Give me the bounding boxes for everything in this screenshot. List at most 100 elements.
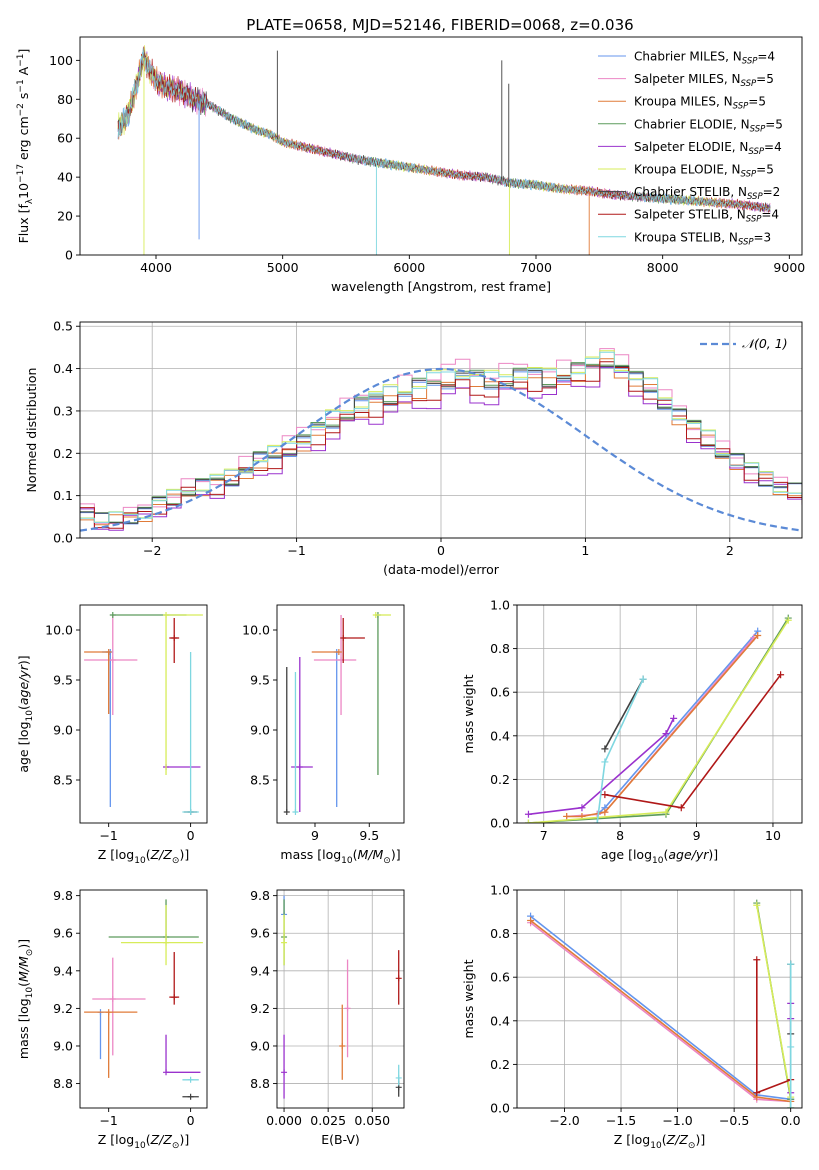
label-part: )]: [16, 655, 31, 665]
legend-count: =5: [756, 163, 774, 177]
data-point: [163, 1069, 170, 1076]
x-tick-label: −2: [143, 543, 161, 558]
label-part: )]: [391, 847, 401, 862]
plot-area: [524, 614, 792, 823]
label-part: Z [log: [614, 1132, 650, 1147]
series-line: [604, 674, 782, 809]
axes-frame: [516, 889, 803, 1109]
data-point: [784, 616, 792, 624]
y-tick-label: 10.0: [45, 623, 73, 638]
data-point: [662, 808, 670, 816]
label-part: 10: [25, 710, 35, 722]
label-part: Z [log: [98, 1132, 134, 1147]
plot-area: [80, 348, 802, 532]
y-tick-label: 9.4: [250, 963, 270, 978]
x-tick-label: 8: [616, 828, 624, 843]
legend-label: Kroupa STELIB, NSSP=3: [634, 230, 771, 247]
plot-area: [117, 45, 771, 255]
panel-mass-vs-EBV: 0.000 0.025 0.050 8.8 9.0 9.2 9.4 9.6 9.8 E(B-V): [250, 888, 405, 1147]
label-part: (: [146, 1132, 151, 1147]
label-part: s: [16, 93, 31, 104]
y-tick-label: 10.0: [242, 623, 270, 638]
data-point: [753, 956, 761, 964]
plot-area: [84, 899, 203, 1100]
y-tick-label: 1.0: [490, 883, 510, 898]
legend-label: Salpeter MILES, NSSP=5: [634, 72, 774, 89]
panel-age-vs-mass: 9 9.5 8.5 9.0 9.5 10.0 mass [log10(M/M⊙)]: [242, 604, 405, 866]
label-part: (: [662, 1132, 667, 1147]
panel-spectrum: 4000 5000 6000 7000 8000 9000 0 20 40 60 80 100 wave…: [16, 36, 805, 294]
data-point: [563, 812, 571, 820]
label-part: M/M: [16, 956, 31, 982]
label-part: mass [log: [16, 998, 31, 1059]
label-part: age [log: [601, 847, 652, 862]
axes-frame: [276, 889, 405, 1109]
legend-count: =4: [764, 140, 782, 154]
data-point: [787, 960, 795, 968]
label-part: mass [log: [280, 847, 341, 862]
series-line: [566, 634, 759, 818]
x-tick-label: 7000: [520, 260, 552, 275]
legend-subscript: SSP: [746, 215, 762, 225]
y-tick-label: 100: [49, 53, 73, 68]
data-point: [524, 810, 532, 818]
y-tick-label: 9.0: [53, 723, 73, 738]
y-tick-label: 0.3: [53, 403, 73, 418]
legend-series-name: Salpeter ELODIE, N: [634, 140, 748, 154]
data-point: [335, 649, 342, 655]
legend-series-name: Kroupa ELODIE, N: [634, 163, 741, 177]
label-part: age/yr: [668, 847, 709, 862]
legend-series-name: Salpeter MILES, N: [634, 72, 741, 86]
x-tick-label: 0: [437, 543, 445, 558]
y-tick-label: 0.1: [53, 488, 73, 503]
y-tick-label: 8.8: [53, 1076, 73, 1091]
data-point: [109, 612, 116, 618]
label-part: erg cm: [16, 116, 31, 164]
y-axis-label: mass [log10(M/M⊙)]: [16, 939, 35, 1059]
data-point: [753, 1089, 761, 1097]
data-point: [593, 819, 601, 823]
data-point: [601, 758, 609, 766]
legend-subscript: SSP: [747, 192, 763, 202]
x-axis-label: wavelength [Angstrom, rest frame]: [331, 279, 551, 294]
data-point: [670, 714, 678, 722]
data-point: [753, 901, 761, 909]
y-tick-label: 9.8: [53, 888, 73, 903]
axes-frame: [79, 889, 208, 1109]
x-tick-label: 9000: [773, 260, 805, 275]
histogram-series: [80, 361, 802, 529]
label-part: ⊙: [172, 856, 180, 866]
label-part: Z [log: [98, 847, 134, 862]
series-line: [596, 630, 759, 815]
data-point: [340, 635, 347, 641]
y-axis-label: mass weight: [461, 674, 476, 753]
label-part: ⊙: [25, 949, 35, 957]
data-point: [601, 808, 609, 816]
legend-subscript: SSP: [741, 170, 757, 180]
legend-label: Chabrier STELIB, NSSP=2: [634, 185, 780, 202]
panel-residuals: −2 −1 0 1 2 0.0 0.1 0.2 0.3 0.4 0.5 (data-model)/er…: [24, 319, 803, 577]
legend-label: Salpeter STELIB, NSSP=4: [634, 208, 779, 225]
legend-count: =5: [748, 95, 766, 109]
data-point: [109, 996, 116, 1002]
y-tick-label: 9.8: [250, 888, 270, 903]
y-tick-label: 8.5: [53, 773, 73, 788]
x-tick-label: 0.000: [266, 1113, 302, 1128]
data-point: [283, 809, 290, 815]
data-point: [171, 635, 178, 641]
plot-area: [283, 612, 391, 815]
legend-label: Kroupa MILES, NSSP=5: [634, 95, 766, 112]
x-tick-label: 10: [765, 828, 781, 843]
panel-mass-vs-Z: −1 08.89.09.29.49.69.8Z [log10(Z/Z⊙)]mass…: [16, 888, 208, 1151]
y-tick-label: 0.2: [53, 446, 73, 461]
label-part: 10: [652, 856, 664, 866]
label-part: A: [16, 66, 31, 79]
x-tick-label: 4000: [140, 260, 172, 275]
legend-count: =2: [763, 185, 781, 199]
x-tick-label: 1: [581, 543, 589, 558]
legend-series-name: Salpeter STELIB, N: [634, 208, 746, 222]
spectrum-line: [117, 50, 771, 213]
y-tick-label: 0.5: [53, 319, 73, 334]
data-point: [787, 1043, 795, 1051]
